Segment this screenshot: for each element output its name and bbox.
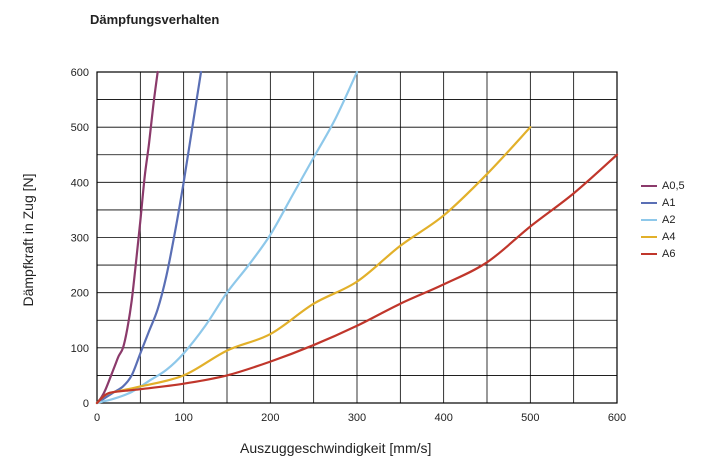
x-tick-label: 0 (94, 412, 100, 424)
legend-label: A4 (662, 230, 676, 243)
x-tick-label: 200 (261, 412, 279, 424)
series-line-a6 (95, 153, 619, 405)
tick-labels: 0 100 200 300 400 500 600 0 100 200 300 400 500 600 (71, 67, 627, 424)
x-tick-label: 100 (174, 412, 192, 424)
x-axis-label: Auszuggeschwindigkeit [mm/s] (240, 440, 432, 456)
y-tick-label: 100 (71, 343, 89, 355)
y-tick-label: 400 (71, 177, 89, 189)
series-line-a0-5 (95, 70, 159, 405)
series-line-a2 (95, 70, 359, 405)
y-tick-label: 0 (83, 398, 89, 410)
legend-item: A1 (641, 194, 685, 211)
chart-title: Dämpfungsverhalten (90, 12, 220, 27)
y-axis-label: Dämpfkraft in Zug [N] (20, 173, 36, 307)
x-tick-label: 600 (608, 412, 626, 424)
x-tick-label: 300 (348, 412, 366, 424)
legend-label: A2 (662, 213, 676, 226)
legend-swatch (641, 201, 657, 204)
x-tick-label: 400 (434, 412, 452, 424)
legend-item: A0,5 (641, 177, 685, 194)
series-lines (95, 70, 619, 405)
legend-swatch (641, 184, 657, 187)
legend-item: A2 (641, 211, 685, 228)
legend-item: A6 (641, 245, 685, 262)
legend-swatch (641, 235, 657, 238)
legend-label: A1 (662, 196, 676, 209)
x-tick-label: 500 (521, 412, 539, 424)
legend: A0,5 A1 A2 A4 A6 (641, 177, 685, 262)
y-tick-label: 600 (71, 67, 89, 79)
y-tick-label: 500 (71, 122, 89, 134)
legend-swatch (641, 218, 657, 221)
legend-label: A0,5 (662, 179, 685, 192)
legend-label: A6 (662, 247, 676, 260)
legend-item: A4 (641, 228, 685, 245)
y-tick-label: 300 (71, 233, 89, 245)
y-tick-label: 200 (71, 288, 89, 300)
legend-swatch (641, 252, 657, 255)
